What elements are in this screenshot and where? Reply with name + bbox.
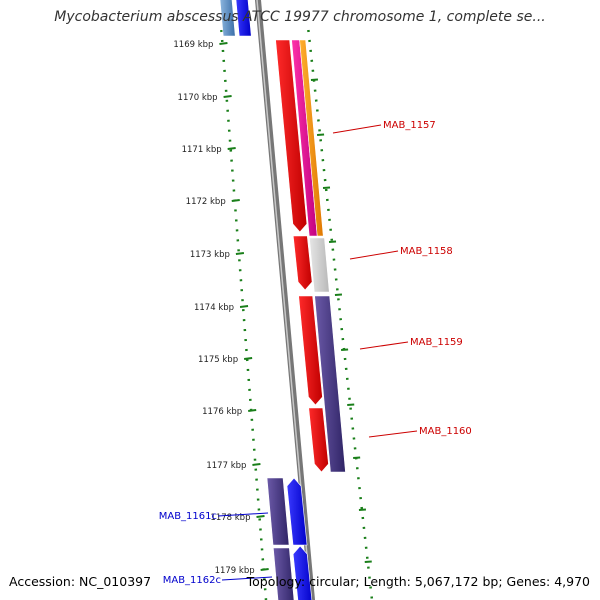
- feature-block-prev-blue: [235, 0, 252, 37]
- outer-ruler-tick: [364, 560, 372, 563]
- ruler-tick-label: 1171 kbp: [182, 145, 222, 155]
- feature-block-mab1161c-purple: [266, 477, 290, 546]
- feature-block-mab1162c-cds: [292, 545, 313, 600]
- outer-ruler-tick: [310, 78, 319, 81]
- ruler-tick-label: 1176 kbp: [202, 407, 242, 417]
- outer-ruler-tick: [322, 186, 331, 189]
- gene-label-mab1161c: MAB_1161c: [159, 511, 217, 522]
- gene-label-leader: [217, 512, 269, 517]
- outer-ruler-tick: [353, 456, 361, 459]
- ruler-tick-label: 1172 kbp: [186, 197, 226, 207]
- ruler-tick: [223, 95, 232, 98]
- ruler-tick: [256, 515, 265, 518]
- outer-ruler-tick: [341, 348, 349, 351]
- gene-label-leader: [221, 576, 273, 581]
- ruler-tick: [243, 357, 253, 360]
- gene-label-leader: [359, 341, 409, 350]
- gene-label-mab1159: MAB_1159: [410, 337, 463, 348]
- ruler-tick: [248, 409, 257, 412]
- feature-block-mab1157-orange: [299, 39, 324, 237]
- ruler-tick-label: 1173 kbp: [190, 250, 230, 260]
- feature-block-mab1159-cds: [298, 295, 323, 406]
- outer-ruler-tick: [347, 403, 355, 406]
- outer-ruler-tick: [317, 133, 325, 136]
- ruler-tick: [219, 42, 228, 45]
- feature-block-mab1158-cds: [292, 235, 313, 291]
- ruler-tick: [252, 463, 261, 466]
- ruler-tick-label: 1177 kbp: [206, 461, 246, 471]
- ruler-tick-label: 1169 kbp: [173, 40, 213, 50]
- gene-label-leader: [368, 430, 418, 438]
- feature-block-mab1160-cds: [308, 407, 329, 473]
- gene-label-mab1160: MAB_1160: [419, 426, 472, 437]
- feature-block-mab1159-purple: [314, 295, 346, 473]
- ruler-tick-label: 1179 kbp: [215, 566, 255, 576]
- ruler-tick-label: 1170 kbp: [178, 93, 218, 103]
- ruler-tick: [260, 568, 269, 571]
- gene-label-mab1157: MAB_1157: [383, 120, 436, 131]
- feature-block-prev-lightblue: [219, 0, 236, 37]
- outer-ruler-tick: [358, 508, 367, 511]
- outer-ruler-tick: [334, 293, 343, 296]
- ruler-ticks: 1169 kbp 1170 kbp 1171 kbp 1172 kbp 1173 kbp…: [173, 40, 372, 576]
- genome-stats-text: Topology: circular; Length: 5,067,172 bp…: [246, 574, 590, 589]
- feature-block-mab1162c-purple: [272, 547, 295, 600]
- ruler-tick: [227, 147, 236, 150]
- feature-block-mab1157-cds: [275, 39, 308, 233]
- gene-label-leader: [332, 124, 382, 134]
- gene-label-mab1158: MAB_1158: [400, 246, 453, 257]
- feature-block-mab1158-gray: [309, 237, 330, 293]
- ruler-tick-label: 1174 kbp: [194, 303, 234, 313]
- accession-text: Accession: NC_010397: [9, 574, 152, 589]
- feature-block-mab1161c-cds: [286, 477, 308, 546]
- outer-ruler-tick: [328, 240, 337, 243]
- map-title: Mycobacterium abscessus ATCC 19977 chrom…: [54, 9, 546, 25]
- gene-label-leader: [349, 250, 399, 260]
- ruler-tick: [231, 199, 240, 202]
- ruler-tick-label: 1175 kbp: [198, 355, 238, 365]
- gene-labels: MAB_1157 MAB_1158 MAB_1159 MAB_1160 MAB_1161…: [159, 120, 472, 586]
- gene-features: [219, 0, 346, 600]
- gene-label-mab1162c: MAB_1162c: [163, 575, 221, 586]
- ruler-tick: [239, 305, 249, 308]
- ruler-tick-label: 1178 kbp: [210, 513, 250, 523]
- ruler-tick: [235, 252, 245, 255]
- backbone-line: [254, 0, 316, 600]
